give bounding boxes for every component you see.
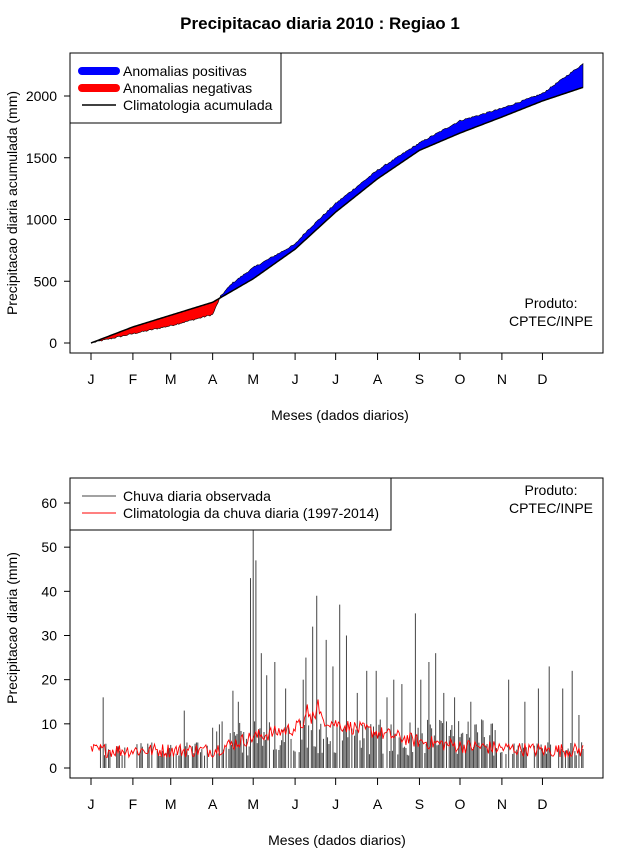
top-y-tick-label-1500: 1500 <box>26 150 57 166</box>
top-y-tick-label-1000: 1000 <box>26 212 57 228</box>
bottom-x-tick-label-9: O <box>455 796 466 812</box>
top-x-tick-label-0: J <box>88 371 95 387</box>
chart-title: Precipitacao diaria 2010 : Regiao 1 <box>180 14 460 33</box>
legend-label-negative: Anomalias negativas <box>123 80 252 96</box>
bottom-legend-box <box>69 477 392 531</box>
bottom-x-tick-label-4: M <box>247 796 259 812</box>
top-x-tick-label-5: J <box>292 371 299 387</box>
bottom-y-tick-label-60: 60 <box>41 495 57 511</box>
daily-climatology-line <box>90 699 584 759</box>
top-product-label: Produto: <box>525 295 578 311</box>
bottom-x-tick-label-3: A <box>208 796 218 812</box>
bottom-product-source: CPTEC/INPE <box>509 500 593 516</box>
top-x-tick-label-2: M <box>165 371 177 387</box>
bottom-panel: 0 10 20 30 40 50 60 J F M A M J J A S O N D Meses (dados … <box>4 477 604 848</box>
legend-label-observed: Chuva diaria observada <box>123 488 271 504</box>
bottom-x-tick-label-11: D <box>537 796 547 812</box>
top-x-tick-label-10: N <box>497 371 507 387</box>
top-product-source: CPTEC/INPE <box>509 313 593 329</box>
bottom-y-axis: 0 10 20 30 40 50 60 <box>41 495 70 776</box>
bottom-x-tick-label-5: J <box>292 796 299 812</box>
top-x-tick-label-11: D <box>537 371 547 387</box>
climatology-cumulative-line <box>90 86 584 344</box>
legend-label-positive: Anomalias positivas <box>123 63 247 79</box>
top-x-tick-label-9: O <box>455 371 466 387</box>
bottom-y-axis-label: Precipitacao diaria (mm) <box>4 552 20 704</box>
legend-label-climatology: Climatologia acumulada <box>123 97 273 113</box>
top-panel: 0 500 1000 1500 2000 J F M A M J J A S O N D Meses (dad… <box>4 52 604 423</box>
top-x-tick-label-8: S <box>415 371 424 387</box>
bottom-x-tick-label-2: M <box>165 796 177 812</box>
bottom-y-tick-label-40: 40 <box>41 583 57 599</box>
top-x-tick-label-1: F <box>129 371 138 387</box>
top-legend: Anomalias positivas Anomalias negativas … <box>69 52 282 124</box>
bottom-y-tick-label-50: 50 <box>41 539 57 555</box>
top-y-tick-label-500: 500 <box>34 273 58 289</box>
top-y-tick-label-0: 0 <box>49 335 57 351</box>
top-x-tick-label-3: A <box>208 371 218 387</box>
top-y-axis-label: Precipitacao diaria acumulada (mm) <box>4 91 20 315</box>
bottom-product-label: Produto: <box>525 482 578 498</box>
bottom-x-tick-label-1: F <box>129 796 138 812</box>
legend-label-daily-climatology: Climatologia da chuva diaria (1997-2014) <box>123 505 379 521</box>
bottom-y-tick-label-30: 30 <box>41 628 57 644</box>
top-x-tick-label-4: M <box>247 371 259 387</box>
bottom-legend: Chuva diaria observada Climatologia da c… <box>69 477 392 531</box>
bottom-y-tick-label-0: 0 <box>49 760 57 776</box>
bottom-x-tick-label-0: J <box>88 796 95 812</box>
bottom-y-tick-label-10: 10 <box>41 716 57 732</box>
bottom-x-tick-label-6: J <box>332 796 339 812</box>
top-x-axis-label: Meses (dados diarios) <box>271 407 409 423</box>
bottom-x-axis-label: Meses (dados diarios) <box>268 832 406 848</box>
top-y-axis: 0 500 1000 1500 2000 <box>26 88 70 351</box>
top-y-tick-label-2000: 2000 <box>26 88 57 104</box>
bottom-x-tick-label-8: S <box>415 796 424 812</box>
bottom-x-tick-label-7: A <box>373 796 383 812</box>
bottom-y-tick-label-20: 20 <box>41 672 57 688</box>
top-x-tick-label-7: A <box>373 371 383 387</box>
bottom-x-tick-label-10: N <box>497 796 507 812</box>
top-x-tick-label-6: J <box>332 371 339 387</box>
